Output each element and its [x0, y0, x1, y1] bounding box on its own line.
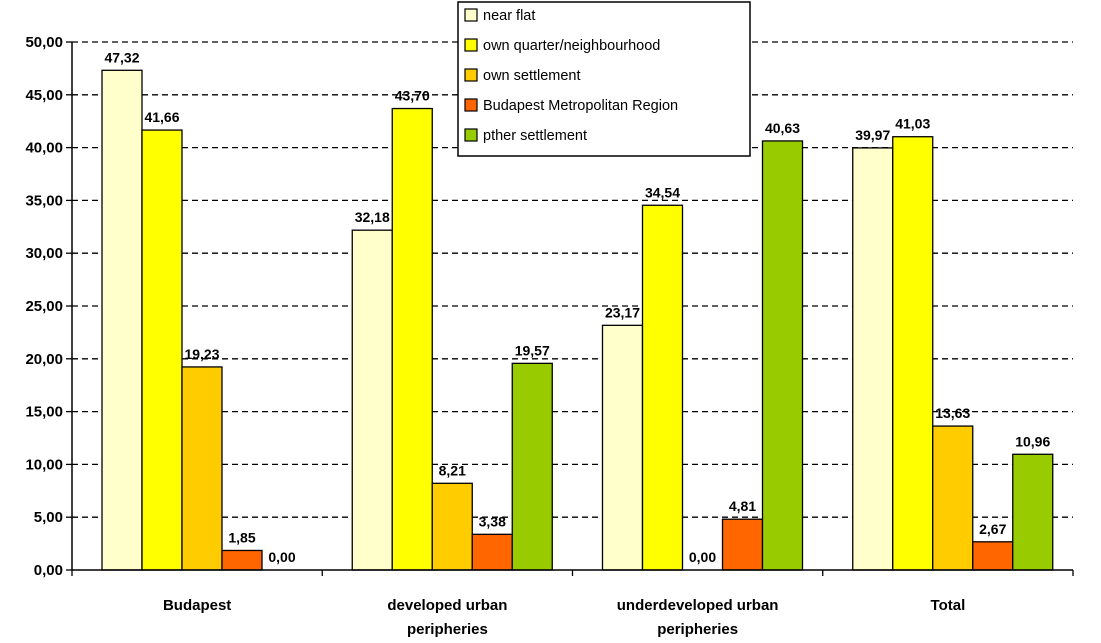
y-tick-label: 25,00 — [25, 298, 63, 315]
y-tick-label: 15,00 — [25, 404, 63, 421]
y-tick-label: 20,00 — [25, 351, 63, 368]
y-tick-label: 30,00 — [25, 245, 63, 262]
bar — [221, 549, 263, 571]
y-tick-label: 5,00 — [34, 509, 63, 526]
data-label: 43,70 — [395, 88, 430, 104]
legend-entry: near flat — [483, 8, 535, 24]
legend-swatch — [464, 128, 478, 142]
axes: 0,00 5,00 10,00 15,00 20,00 25,00 30,00 35,00 40… — [25, 34, 1074, 638]
data-label: 34,54 — [645, 184, 680, 200]
bar — [1012, 453, 1054, 571]
legend-box — [457, 1, 751, 157]
data-label: 8,21 — [439, 462, 466, 478]
bar — [892, 136, 934, 571]
data-label: 0,00 — [689, 549, 716, 565]
data-label: 41,66 — [144, 109, 179, 125]
bar — [141, 129, 183, 571]
data-label: 19,57 — [515, 342, 550, 358]
data-label: 13,63 — [935, 405, 970, 421]
legend-swatch — [464, 38, 478, 52]
category-label: peripheries — [407, 621, 488, 638]
category-label: underdeveloped urban — [617, 597, 779, 614]
bar — [391, 107, 433, 571]
category-label: developed urban — [387, 597, 507, 614]
data-label: 3,38 — [479, 513, 506, 529]
bar — [101, 69, 143, 571]
bar — [471, 533, 513, 571]
bar — [972, 541, 1014, 571]
data-labels: 47,32 41,66 19,23 1,85 0,00 32,18 43,70 8,21 3,3… — [104, 49, 1050, 565]
bars — [101, 69, 1054, 571]
bar — [351, 229, 393, 571]
data-label: 4,81 — [729, 498, 756, 514]
category-label: peripheries — [657, 621, 738, 638]
bar — [431, 482, 473, 571]
bar — [932, 425, 974, 571]
data-label: 47,32 — [104, 49, 139, 65]
bar — [641, 204, 684, 571]
legend-entry: pther settlement — [483, 128, 587, 144]
data-label: 41,03 — [895, 116, 930, 132]
bar — [761, 140, 804, 571]
bar — [852, 147, 894, 571]
data-label: 2,67 — [979, 521, 1006, 537]
data-label: 19,23 — [184, 346, 219, 362]
category-label: Budapest — [163, 597, 231, 614]
data-label: 10,96 — [1015, 433, 1050, 449]
y-tick-label: 45,00 — [25, 87, 63, 104]
bar — [601, 324, 644, 571]
legend-swatch — [464, 68, 478, 82]
y-tick-label: 10,00 — [25, 456, 63, 473]
bar — [511, 362, 553, 571]
legend-swatch — [464, 8, 478, 22]
legend-entry: own quarter/neighbourhood — [483, 38, 660, 54]
data-label: 0,00 — [268, 549, 295, 565]
legend-entry: Budapest Metropolitan Region — [483, 98, 678, 114]
data-label: 1,85 — [228, 529, 255, 545]
y-tick-label: 50,00 — [25, 34, 63, 51]
category-label: Total — [931, 597, 966, 614]
data-label: 39,97 — [855, 127, 890, 143]
y-tick-label: 35,00 — [25, 192, 63, 209]
bar — [181, 366, 223, 571]
data-label: 40,63 — [765, 120, 800, 136]
data-label: 32,18 — [355, 209, 390, 225]
bar — [721, 518, 764, 571]
legend: near flat own quarter/neighbourhood own se… — [457, 1, 751, 157]
y-tick-label: 40,00 — [25, 140, 63, 157]
y-tick-label: 0,00 — [34, 562, 63, 579]
legend-swatch — [464, 98, 478, 112]
legend-entry: own settlement — [483, 68, 581, 84]
data-label: 23,17 — [605, 304, 640, 320]
